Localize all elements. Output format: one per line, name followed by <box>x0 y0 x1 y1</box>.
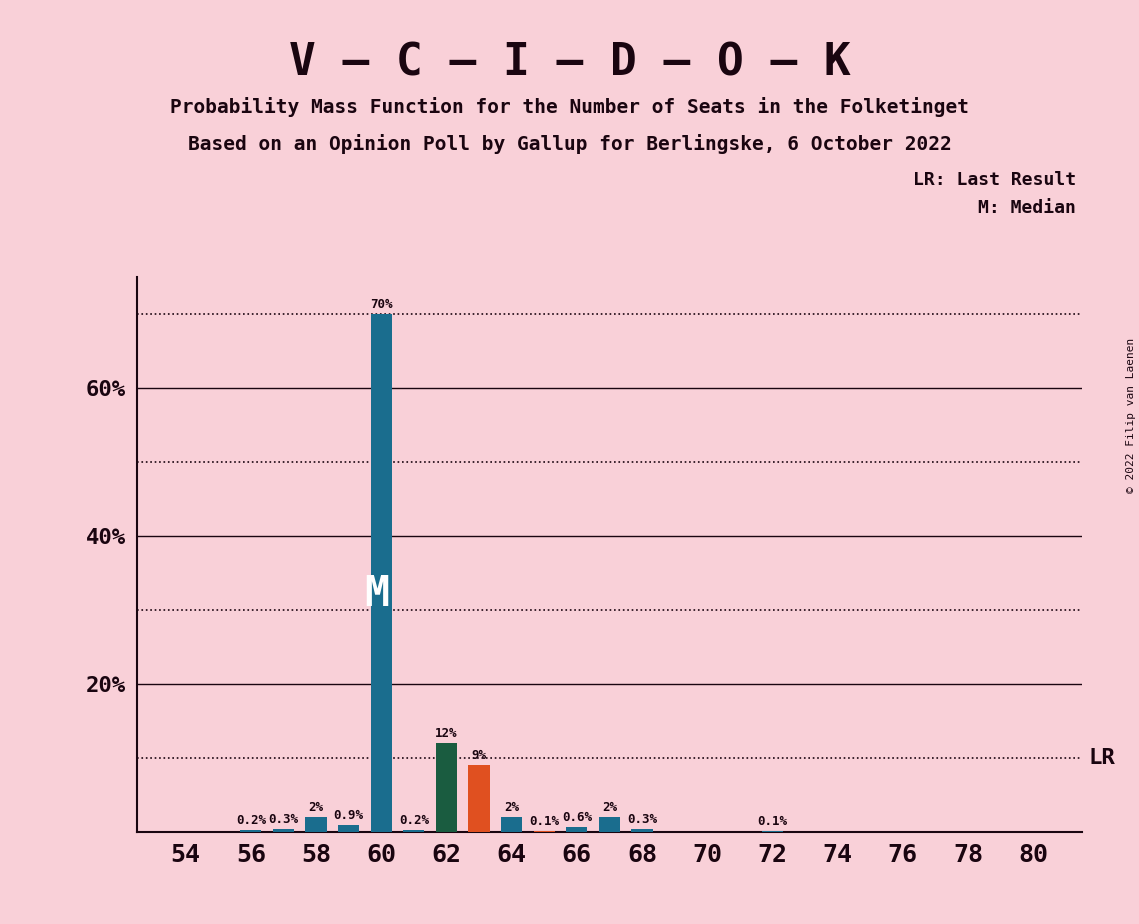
Bar <box>631 830 653 832</box>
Text: Probability Mass Function for the Number of Seats in the Folketinget: Probability Mass Function for the Number… <box>170 97 969 117</box>
Bar <box>240 830 261 832</box>
Bar <box>272 830 294 832</box>
Text: M: M <box>363 573 388 614</box>
Text: 0.3%: 0.3% <box>626 813 657 826</box>
Text: 0.1%: 0.1% <box>530 815 559 828</box>
Bar <box>436 743 457 832</box>
Text: 0.2%: 0.2% <box>236 814 265 827</box>
Text: Based on an Opinion Poll by Gallup for Berlingske, 6 October 2022: Based on an Opinion Poll by Gallup for B… <box>188 134 951 154</box>
Bar <box>599 817 620 832</box>
Bar <box>338 825 359 832</box>
Text: 70%: 70% <box>370 298 393 311</box>
Text: 0.3%: 0.3% <box>269 813 298 826</box>
Bar <box>305 817 327 832</box>
Text: 0.9%: 0.9% <box>334 809 363 822</box>
Text: 2%: 2% <box>601 801 617 814</box>
Text: M: Median: M: Median <box>978 199 1076 216</box>
Bar <box>501 817 522 832</box>
Text: LR: Last Result: LR: Last Result <box>913 171 1076 188</box>
Text: 0.6%: 0.6% <box>562 811 592 824</box>
Bar <box>370 314 392 832</box>
Bar <box>403 830 425 832</box>
Text: 0.2%: 0.2% <box>399 814 428 827</box>
Bar <box>468 765 490 832</box>
Text: LR: LR <box>1089 748 1115 768</box>
Text: 9%: 9% <box>472 749 486 762</box>
Text: V – C – I – D – O – K: V – C – I – D – O – K <box>288 42 851 85</box>
Text: 12%: 12% <box>435 727 458 740</box>
Text: 0.1%: 0.1% <box>757 815 787 828</box>
Bar <box>566 827 588 832</box>
Text: © 2022 Filip van Laenen: © 2022 Filip van Laenen <box>1126 338 1136 493</box>
Text: 2%: 2% <box>309 801 323 814</box>
Text: 2%: 2% <box>505 801 519 814</box>
